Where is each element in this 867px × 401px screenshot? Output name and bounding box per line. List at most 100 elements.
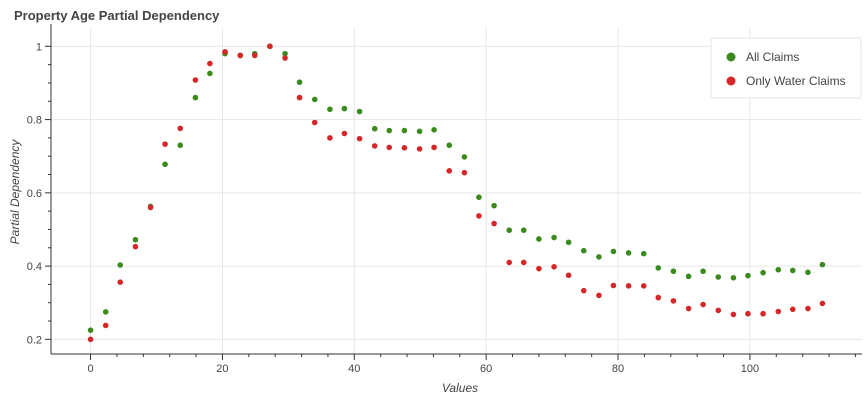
data-point <box>177 125 184 132</box>
legend-label[interactable]: Only Water Claims <box>746 74 846 88</box>
data-point <box>506 259 513 266</box>
legend-marker <box>726 76 736 86</box>
data-point <box>327 106 333 113</box>
data-point <box>565 272 572 279</box>
data-point <box>819 261 826 268</box>
data-point <box>506 227 513 233</box>
data-point <box>102 309 109 315</box>
data-point <box>730 275 737 281</box>
data-point <box>715 307 722 314</box>
data-point <box>805 305 811 312</box>
data-point <box>371 143 378 149</box>
data-point <box>775 266 782 273</box>
data-point <box>536 265 542 272</box>
y-tick-label: 0.6 <box>27 188 42 200</box>
data-point <box>610 282 617 289</box>
data-point <box>192 77 199 83</box>
data-point <box>700 301 706 308</box>
data-point <box>789 267 796 274</box>
data-point <box>610 248 617 255</box>
data-point <box>775 308 782 315</box>
data-point <box>520 227 527 233</box>
data-point <box>580 247 587 254</box>
data-point <box>700 268 706 275</box>
data-point <box>640 283 647 289</box>
data-point <box>282 55 288 61</box>
data-point <box>536 236 542 242</box>
data-point <box>341 130 348 137</box>
data-point <box>267 43 273 50</box>
data-point <box>207 70 213 77</box>
data-point <box>551 264 557 270</box>
data-point <box>207 60 213 67</box>
data-point <box>805 269 811 276</box>
data-point <box>596 254 602 260</box>
data-point <box>87 336 94 343</box>
legend-label[interactable]: All Claims <box>746 50 799 64</box>
y-tick-label: 0.2 <box>27 334 42 346</box>
data-point <box>819 300 826 307</box>
data-point <box>87 327 94 333</box>
y-tick-label: 0.4 <box>27 261 42 273</box>
x-tick-label: 40 <box>348 363 360 375</box>
data-points <box>87 43 826 343</box>
data-point <box>670 298 677 304</box>
y-axis-title: Partial Dependency <box>8 139 22 245</box>
y-tick-label: 1 <box>36 41 42 53</box>
data-point <box>640 250 647 257</box>
data-point <box>311 96 318 103</box>
data-point <box>565 239 572 246</box>
data-point <box>491 202 497 209</box>
x-tick-label: 60 <box>480 363 492 375</box>
x-tick-label: 20 <box>216 363 228 375</box>
data-point <box>416 128 423 135</box>
data-point <box>431 144 437 151</box>
data-point <box>117 262 124 268</box>
data-point <box>760 310 766 317</box>
data-point <box>476 213 482 219</box>
data-point <box>461 169 468 176</box>
data-point <box>386 127 393 134</box>
data-point <box>132 243 139 250</box>
data-point <box>251 52 258 59</box>
data-point <box>401 144 408 151</box>
data-point <box>356 108 363 115</box>
data-point <box>416 146 423 152</box>
data-point <box>745 272 751 279</box>
legend-marker <box>726 52 736 62</box>
data-point <box>162 141 168 147</box>
data-point <box>625 250 632 256</box>
data-point <box>192 94 199 101</box>
data-point <box>446 168 453 174</box>
data-point <box>491 220 497 227</box>
data-point <box>237 52 244 59</box>
x-axis-title: Values <box>442 381 478 395</box>
x-tick-label: 100 <box>741 363 759 375</box>
data-point <box>296 79 303 86</box>
data-point <box>685 305 692 312</box>
series-only-water-claims <box>87 43 826 343</box>
data-point <box>282 50 288 57</box>
axes: 0 20 40 60 80 100 0.2 0.4 0.6 0.8 1 <box>27 24 862 375</box>
data-point <box>520 259 527 266</box>
data-point <box>386 144 393 151</box>
legend[interactable]: All Claims Only Water Claims <box>710 37 862 99</box>
legend-box <box>710 37 862 99</box>
data-point <box>745 310 751 317</box>
chart-title: Property Age Partial Dependency <box>14 8 220 23</box>
data-point <box>551 234 557 241</box>
data-point <box>327 135 333 141</box>
data-point <box>162 161 168 168</box>
data-point <box>311 119 318 126</box>
data-point <box>102 322 109 329</box>
data-point <box>715 274 722 280</box>
data-point <box>625 283 632 289</box>
data-point <box>341 105 348 112</box>
x-tick-label: 0 <box>87 363 93 375</box>
data-point <box>685 273 692 280</box>
data-point <box>789 306 796 313</box>
data-point <box>356 135 363 142</box>
data-point <box>431 127 437 133</box>
